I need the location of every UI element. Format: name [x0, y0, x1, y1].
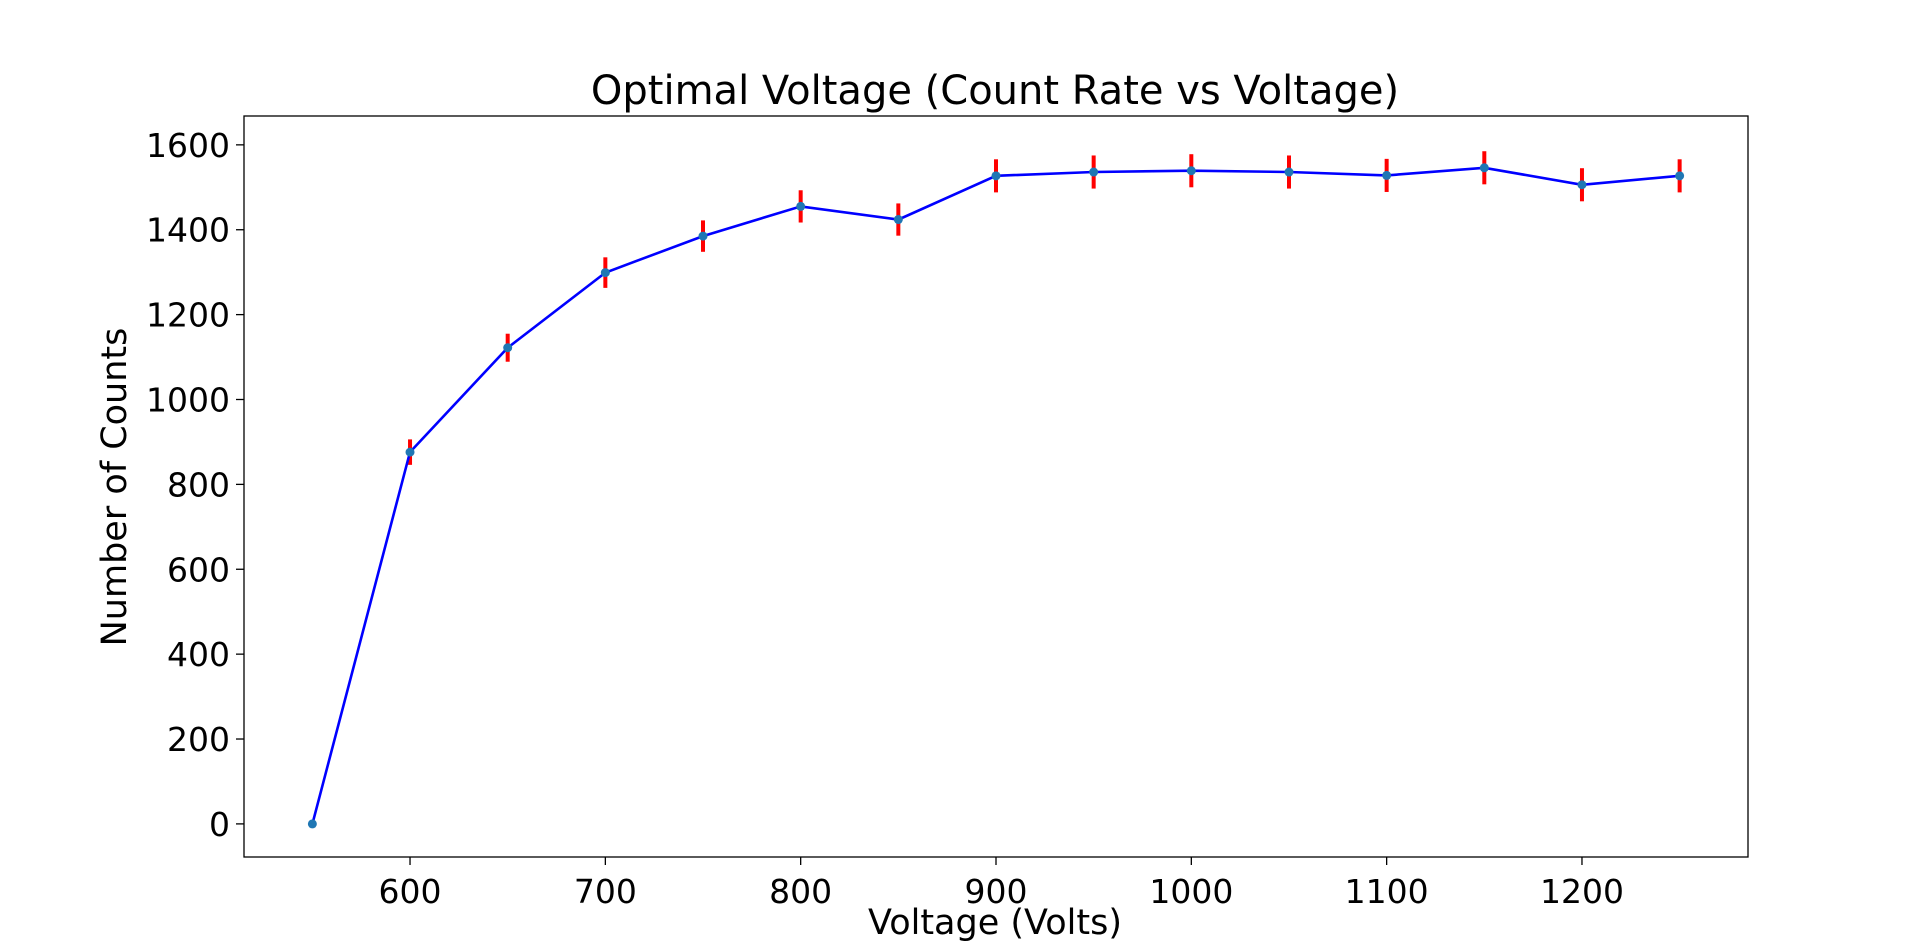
y-tick-label: 0	[209, 805, 230, 844]
y-tick-label: 200	[167, 720, 230, 759]
x-tick-label: 1200	[1540, 872, 1624, 911]
data-point	[1479, 163, 1489, 173]
y-axis-label: Number of Counts	[95, 328, 135, 647]
data-point	[796, 201, 806, 211]
data-point	[503, 343, 513, 353]
y-tick-label: 600	[167, 550, 230, 589]
y-tick-label: 1000	[146, 380, 230, 419]
data-point	[307, 819, 317, 829]
data-point	[991, 171, 1001, 181]
y-tick-label: 400	[167, 635, 230, 674]
chart-title: Optimal Voltage (Count Rate vs Voltage)	[591, 68, 1399, 114]
data-point	[600, 268, 610, 278]
x-axis-label: Voltage (Volts)	[868, 903, 1122, 943]
error-bars	[408, 151, 1682, 465]
y-tick-label: 1400	[146, 211, 230, 250]
y-tick-label: 1200	[146, 296, 230, 335]
x-tick-label: 900	[965, 872, 1028, 911]
x-tick-label: 1000	[1149, 872, 1233, 911]
y-axis: 0 200 400 600 800 1000 1200 1400 1600	[146, 126, 244, 844]
data-point	[1284, 167, 1294, 177]
plot-area	[243, 115, 1749, 858]
y-tick-label: 800	[167, 465, 230, 504]
x-axis: 600 700 800 900 1000 1100 1200	[379, 857, 1624, 911]
x-tick-label: 800	[769, 872, 832, 911]
x-tick-label: 1100	[1345, 872, 1429, 911]
x-tick-label: 600	[379, 872, 442, 911]
data-point	[405, 447, 415, 457]
data-point	[698, 231, 708, 241]
data-point	[1577, 180, 1587, 190]
series-line	[311, 166, 1680, 825]
x-tick-label: 700	[574, 872, 637, 911]
data-point	[1186, 166, 1196, 176]
data-point	[1089, 167, 1099, 177]
data-point	[1675, 171, 1685, 181]
y-tick-label: 1600	[146, 126, 230, 165]
data-points	[307, 163, 1685, 829]
data-point	[1382, 170, 1392, 180]
data-point	[893, 215, 903, 225]
